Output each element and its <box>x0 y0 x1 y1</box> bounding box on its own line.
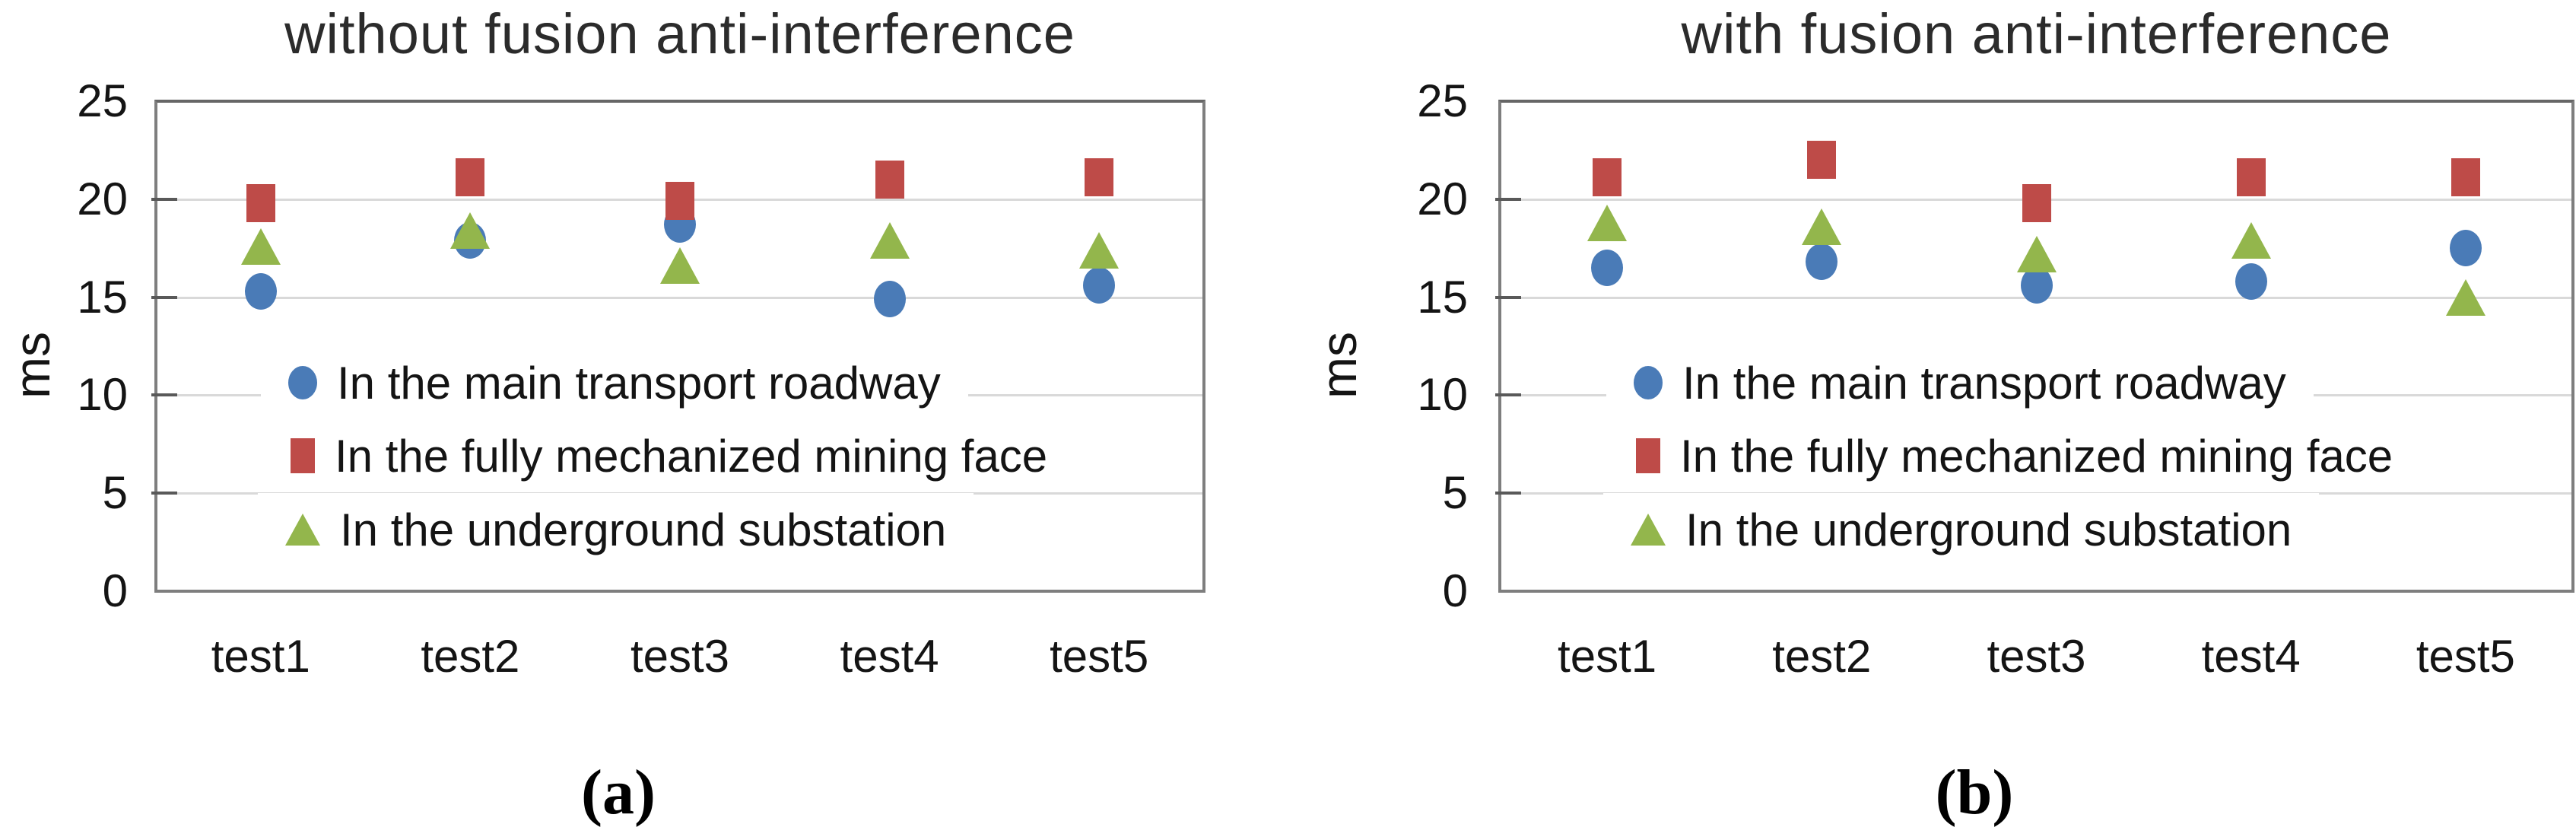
data-marker-square <box>456 158 485 197</box>
legend-label: In the fully mechanized mining face <box>335 430 1048 482</box>
data-marker-circle <box>2449 230 2482 267</box>
legend-circle-icon <box>1634 366 1663 399</box>
legend-item: In the main transport roadway <box>261 346 968 419</box>
y-tick-label: 25 <box>1417 75 1468 126</box>
legend-triangle-icon <box>1631 514 1666 546</box>
y-tick-label: 5 <box>102 467 128 519</box>
legend-circle-icon <box>288 366 317 399</box>
data-marker-square <box>875 161 904 199</box>
legend-item: In the fully mechanized mining face <box>1609 419 2421 492</box>
data-marker-triangle <box>450 212 491 250</box>
data-marker-square <box>1593 158 1622 197</box>
legend-label: In the underground substation <box>340 504 947 555</box>
y-tick-mark <box>151 492 177 495</box>
x-tick-label: test2 <box>421 631 520 682</box>
chart-title: without fusion anti-interference <box>284 2 1075 65</box>
plot-area <box>1498 100 2574 593</box>
data-marker-square <box>2022 183 2051 222</box>
y-tick-mark <box>1495 492 1521 495</box>
legend-item: In the fully mechanized mining face <box>263 419 1075 492</box>
data-marker-triangle <box>1079 231 1120 269</box>
data-marker-circle <box>244 272 277 310</box>
x-tick-label: test3 <box>1987 631 2086 682</box>
y-tick-mark <box>151 295 177 299</box>
data-marker-triangle <box>2445 278 2485 316</box>
legend-square-icon <box>291 438 315 473</box>
legend-label: In the main transport roadway <box>337 357 941 409</box>
y-tick-mark <box>1495 295 1521 299</box>
data-marker-triangle <box>240 228 281 265</box>
y-tick-label: 10 <box>1417 369 1468 421</box>
data-marker-circle <box>2020 267 2053 304</box>
y-tick-label: 5 <box>1442 467 1468 519</box>
y-tick-mark <box>1495 393 1521 397</box>
x-tick-label: test4 <box>840 631 939 682</box>
figure-caption: (a) <box>581 757 656 828</box>
y-tick-label: 15 <box>1417 271 1468 323</box>
data-marker-square <box>665 182 694 221</box>
legend-item: In the underground substation <box>258 493 974 566</box>
legend-item: In the underground substation <box>1603 493 2320 566</box>
data-marker-triangle <box>2231 221 2271 259</box>
x-tick-label: test2 <box>1772 631 1872 682</box>
data-marker-triangle <box>869 221 910 259</box>
legend-label: In the underground substation <box>1685 504 2292 555</box>
y-tick-mark <box>151 197 177 201</box>
data-marker-circle <box>1806 243 1838 281</box>
x-tick-label: test3 <box>630 631 730 682</box>
y-tick-mark <box>151 393 177 397</box>
x-tick-label: test5 <box>1050 631 1149 682</box>
legend-triangle-icon <box>285 514 320 546</box>
y-tick-label: 25 <box>77 75 128 126</box>
legend-square-icon <box>1636 438 1660 473</box>
plot-area <box>154 100 1205 593</box>
data-marker-circle <box>2235 262 2267 300</box>
chart-title: with fusion anti-interference <box>1681 2 2392 65</box>
legend-label: In the fully mechanized mining face <box>1680 430 2393 482</box>
x-tick-label: test1 <box>1558 631 1657 682</box>
data-marker-square <box>246 183 275 222</box>
figure-caption: (b) <box>1935 757 2014 828</box>
data-marker-square <box>2451 158 2480 197</box>
y-tick-label: 10 <box>77 369 128 421</box>
y-tick-mark <box>1495 197 1521 201</box>
data-marker-circle <box>1591 249 1624 286</box>
y-tick-label: 20 <box>77 173 128 224</box>
legend-item: In the main transport roadway <box>1606 346 2314 419</box>
data-marker-triangle <box>1802 208 1842 245</box>
y-tick-label: 0 <box>1442 565 1468 616</box>
y-tick-label: 20 <box>1417 173 1468 224</box>
x-tick-label: test5 <box>2416 631 2515 682</box>
data-marker-triangle <box>660 247 700 285</box>
data-marker-circle <box>873 281 906 318</box>
y-tick-label: 15 <box>77 271 128 323</box>
data-marker-triangle <box>1587 204 1628 241</box>
data-marker-square <box>1085 158 1114 197</box>
data-marker-square <box>1807 141 1837 180</box>
data-marker-square <box>2236 158 2266 197</box>
x-tick-label: test1 <box>211 631 310 682</box>
gridline <box>156 296 1204 299</box>
data-marker-triangle <box>2016 235 2057 272</box>
x-tick-label: test4 <box>2201 631 2301 682</box>
data-marker-circle <box>1083 267 1116 304</box>
legend-label: In the main transport roadway <box>1682 357 2286 409</box>
y-tick-label: 0 <box>102 565 128 616</box>
